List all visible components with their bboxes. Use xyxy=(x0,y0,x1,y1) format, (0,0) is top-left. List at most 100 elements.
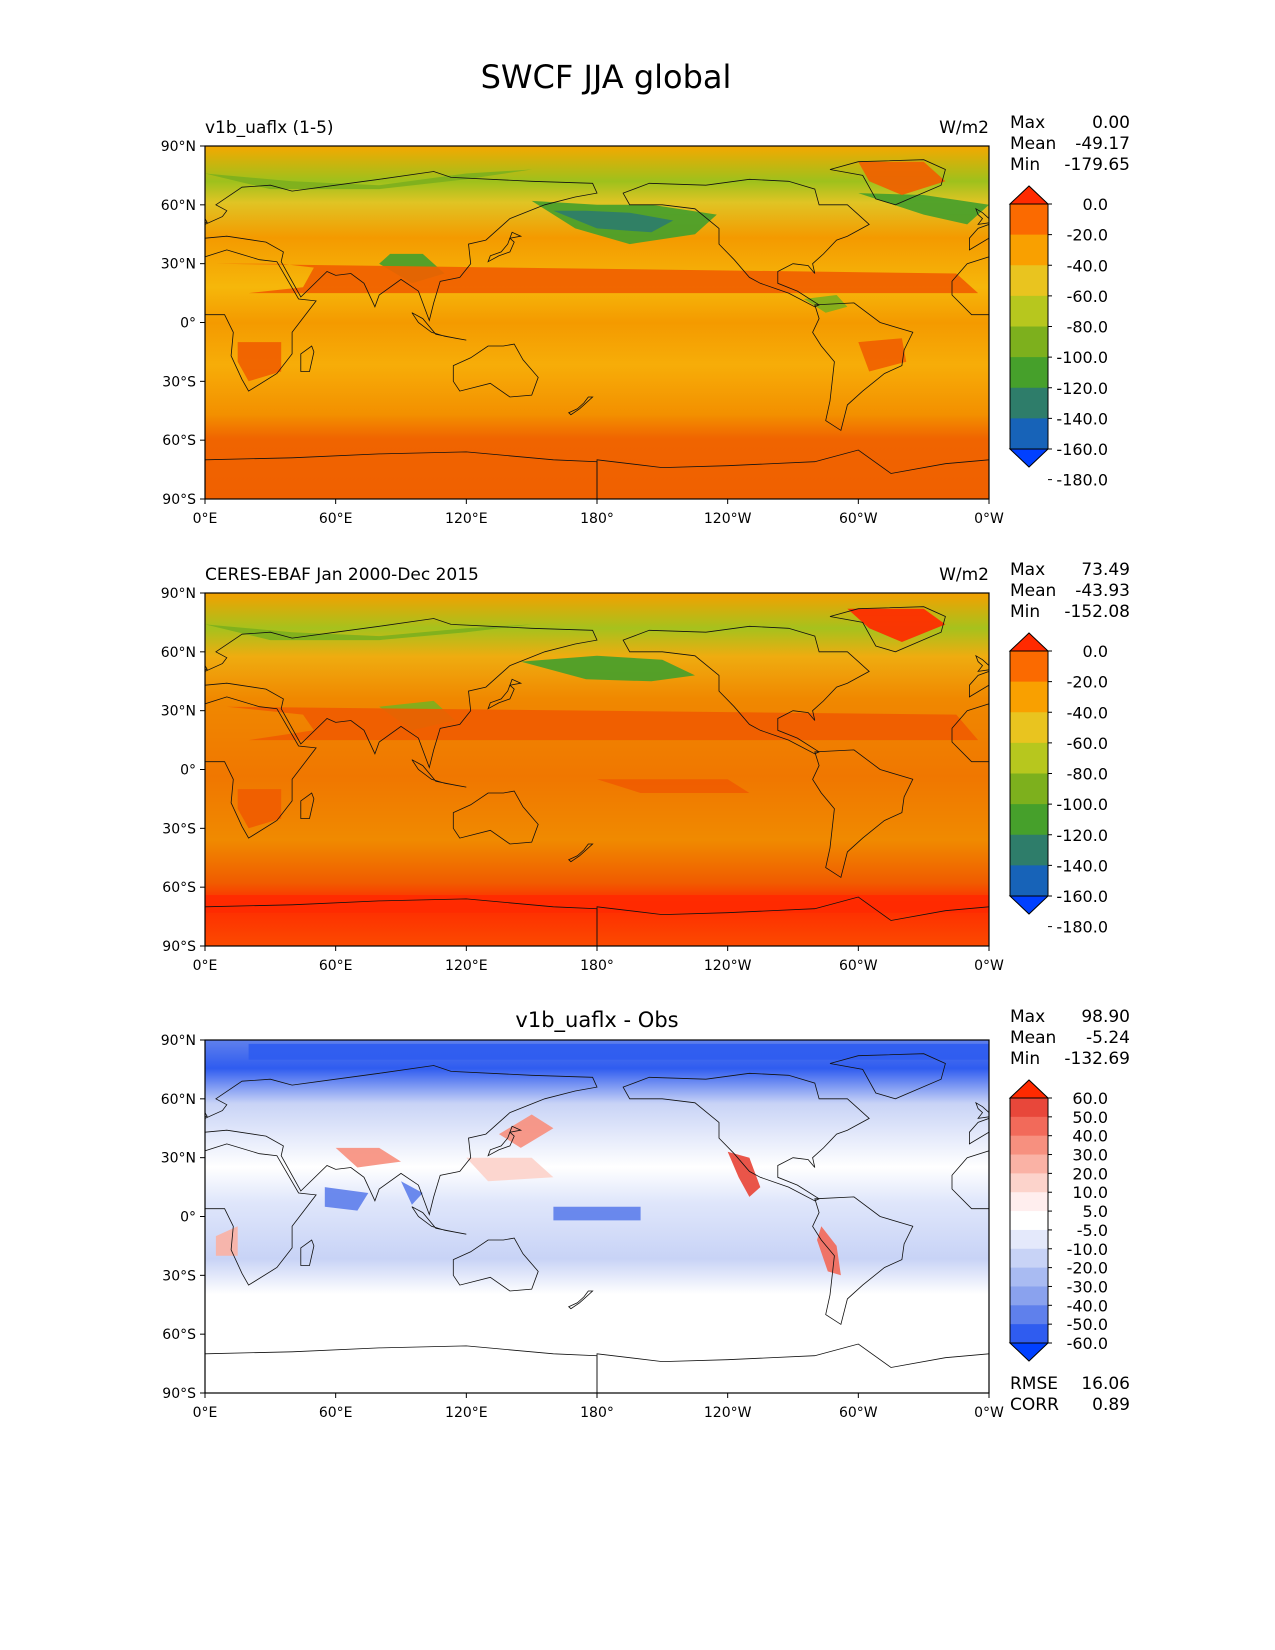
lon-tick-label: 0°E xyxy=(193,511,218,527)
lon-tick-label: 120°E xyxy=(445,511,488,527)
field-contour-region xyxy=(205,895,989,913)
colorbar-extend-min xyxy=(1008,895,1050,915)
colorbar: 60.050.040.030.020.010.05.0-5.0-10.0-20.… xyxy=(1008,1079,1108,1362)
colorbar-label: 20.0 xyxy=(1072,1164,1108,1183)
lat-tick-label: 30°S xyxy=(162,1268,196,1284)
coastline-australia xyxy=(452,1237,539,1292)
lat-tick-label: 30°N xyxy=(161,704,196,720)
stat-value-min: -179.65 xyxy=(1064,155,1130,175)
coastline-newZealand xyxy=(567,843,594,863)
colorbar-label: 0.0 xyxy=(1083,195,1108,214)
coastline-antarctica xyxy=(596,1343,989,1393)
colorbar-label: -30.0 xyxy=(1067,1277,1108,1296)
field-contour-region xyxy=(215,263,979,294)
colorbar-swatch xyxy=(1010,1248,1048,1269)
coastline-greatBritain xyxy=(205,665,208,671)
lat-tick-label: 90°N xyxy=(161,1033,196,1049)
colorbar-label: -40.0 xyxy=(1067,1296,1108,1315)
coastline-indonesia xyxy=(411,759,467,788)
stat-value-mean: -5.24 xyxy=(1086,1028,1130,1048)
panel-left-label: v1b_uaflx (1-5) xyxy=(205,118,334,138)
colorbar: 0.0 -20.0 -40.0 -60.0 -80.0 -100.0 -120.0 -140.… xyxy=(1008,632,1108,937)
lon-tick-label: 0°E xyxy=(193,1405,218,1421)
map-field xyxy=(205,1040,989,1393)
lat-tick-label: 90°N xyxy=(161,139,196,155)
colorbar-label: -160.0 xyxy=(1056,887,1108,906)
lat-tick-label: 90°N xyxy=(161,586,196,602)
field-background xyxy=(205,146,989,499)
field-contour-region xyxy=(237,342,282,382)
colorbar-label: -40.0 xyxy=(1067,256,1108,275)
colorbar-label: -180.0 xyxy=(1056,918,1108,937)
colorbar-swatch xyxy=(1010,1135,1048,1156)
colorbar-extend-max xyxy=(1008,185,1050,205)
stat-label-min: Min xyxy=(1010,602,1040,622)
field-contour-region xyxy=(237,789,282,829)
lat-tick-label: 0° xyxy=(180,1210,196,1226)
field-contour-region xyxy=(858,193,989,225)
coastline-northAmerica xyxy=(622,1072,870,1202)
lon-tick-label: 180° xyxy=(580,1405,614,1421)
map-panel-diff: 90°N 60°N 30°N 0° 30°S 60°S 90°S 0°E 60°E 120°E 18… xyxy=(161,1007,1130,1421)
field-contour-region xyxy=(324,1187,369,1211)
coastline-europeAsia xyxy=(205,1065,598,1216)
colorbar-swatch xyxy=(1010,712,1048,744)
colorbar-swatch xyxy=(1010,1116,1048,1137)
field-contour-region xyxy=(597,779,750,793)
coastline-greenland xyxy=(829,606,946,653)
colorbar-swatch xyxy=(1010,1211,1048,1231)
lon-tick-label: 60°E xyxy=(319,511,353,527)
colorbar-swatch xyxy=(1010,1098,1048,1118)
lon-tick-label: 0°W xyxy=(974,511,1004,527)
colorbar-swatch xyxy=(1010,1305,1048,1325)
colorbar-swatch xyxy=(1010,418,1048,450)
colorbar-label: 5.0 xyxy=(1083,1202,1108,1221)
colorbar-swatch xyxy=(1010,1154,1048,1174)
coastline-newZealand xyxy=(567,1290,594,1310)
colorbar-swatch xyxy=(1010,651,1048,683)
colorbar-swatch xyxy=(1010,1192,1048,1212)
colorbar-swatch xyxy=(1010,387,1048,419)
stat-value-max: 0.00 xyxy=(1092,113,1130,133)
colorbar-label: -160.0 xyxy=(1056,440,1108,459)
colorbar-label: -80.0 xyxy=(1067,765,1108,784)
coastline-indonesia xyxy=(411,312,467,341)
lat-tick-label: 60°S xyxy=(162,880,196,896)
stat-value-mean: -49.17 xyxy=(1075,134,1130,154)
lat-tick-label: 90°S xyxy=(162,1386,196,1402)
stat-label-max: Max xyxy=(1010,113,1045,133)
colorbar-swatch xyxy=(1010,1229,1048,1250)
colorbar-label: -50.0 xyxy=(1067,1315,1108,1334)
coastline-antarctica xyxy=(596,896,989,946)
stat-label-rmse: RMSE xyxy=(1010,1374,1058,1394)
coastline-japan xyxy=(487,231,523,263)
field-contour-region xyxy=(553,210,674,233)
field-background xyxy=(205,593,989,946)
colorbar-swatch xyxy=(1010,1267,1048,1287)
coastline-madagascar xyxy=(300,792,315,819)
stat-value-rmse: 16.06 xyxy=(1081,1374,1130,1394)
colorbar-label: -20.0 xyxy=(1067,1259,1108,1278)
colorbar-label: -60.0 xyxy=(1067,1334,1108,1353)
colorbar-label: -140.0 xyxy=(1056,409,1108,428)
field-contour-region xyxy=(803,295,848,313)
lon-tick-label: 0°W xyxy=(974,958,1004,974)
figure-title: SWCF JJA global xyxy=(481,58,732,96)
lon-tick-label: 120°E xyxy=(445,1405,488,1421)
coastline-greenland xyxy=(829,159,946,206)
colorbar-label: -60.0 xyxy=(1067,734,1108,753)
colorbar-extend-max xyxy=(1008,632,1050,652)
coastline-southAmerica xyxy=(812,1196,914,1326)
colorbar: 0.0 -20.0 -40.0 -60.0 -80.0 -100.0 -120.0 -140.… xyxy=(1008,185,1108,490)
colorbar-outline xyxy=(1009,1097,1049,1344)
colorbar-label: 30.0 xyxy=(1072,1146,1108,1165)
coastline-japan xyxy=(487,1125,523,1157)
lon-tick-label: 120°W xyxy=(704,1405,752,1421)
colorbar-swatch xyxy=(1010,265,1048,297)
lon-tick-label: 0°W xyxy=(974,1405,1004,1421)
lon-tick-label: 60°W xyxy=(839,511,878,527)
coastline-greatBritain xyxy=(975,1101,989,1119)
map-field xyxy=(205,146,989,499)
colorbar-swatch xyxy=(1010,773,1048,805)
